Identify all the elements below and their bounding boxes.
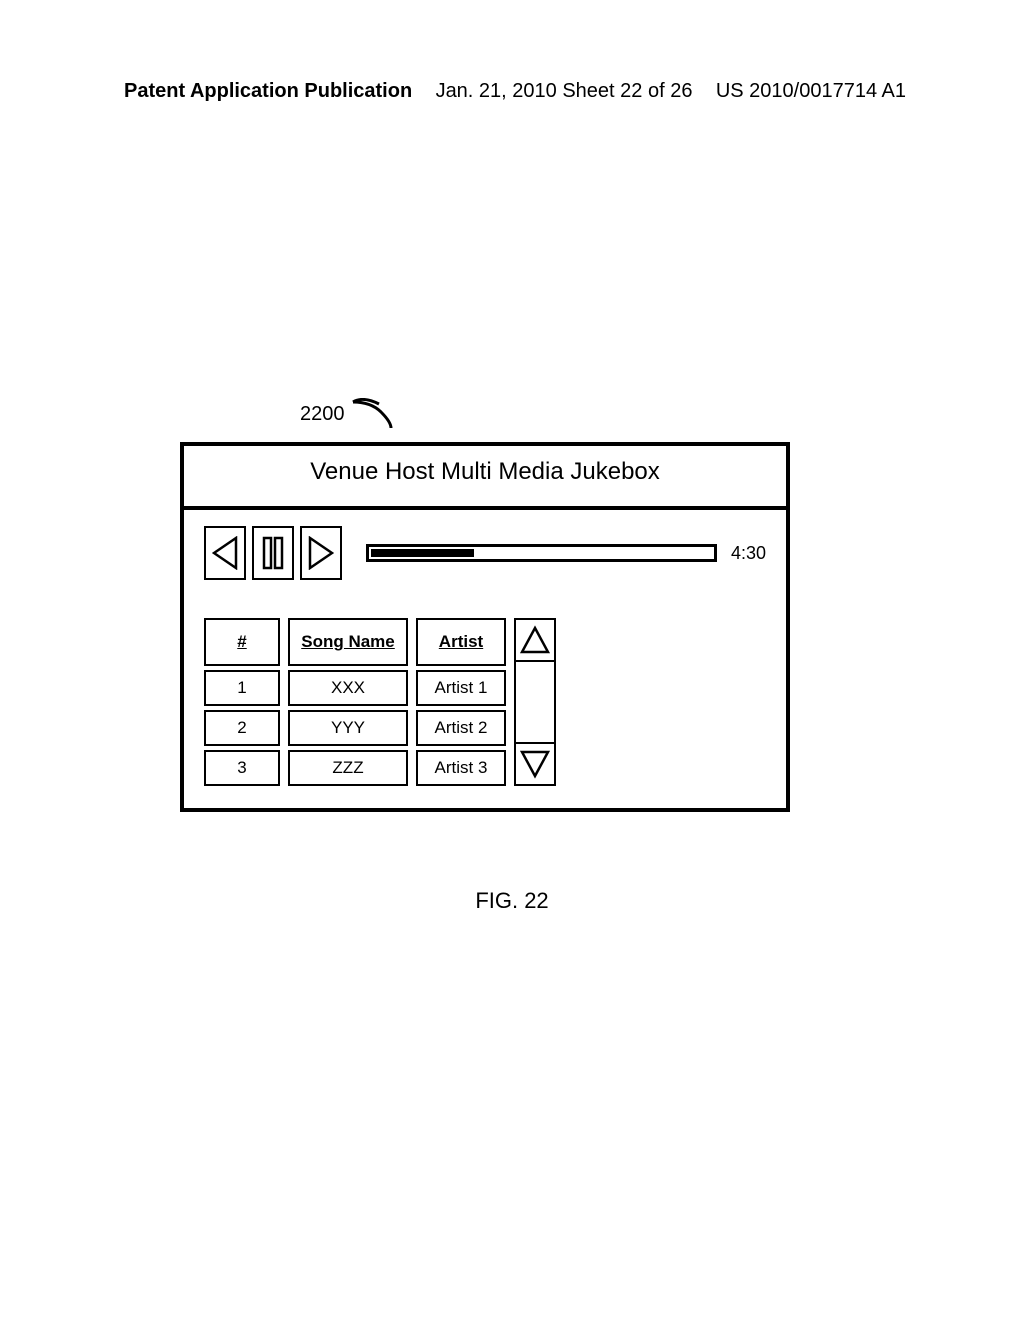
jukebox-device-frame: Venue Host Multi Media Jukebox xyxy=(180,442,790,812)
header-song-name[interactable]: Song Name xyxy=(288,618,408,666)
column-song-name: Song Name XXX YYY ZZZ xyxy=(288,618,408,786)
table-row: 2 xyxy=(204,710,280,746)
table-row: 3 xyxy=(204,750,280,786)
header-right: US 2010/0017714 A1 xyxy=(716,80,906,103)
table-row: Artist 3 xyxy=(416,750,506,786)
table-row: 1 xyxy=(204,670,280,706)
progress-bar[interactable] xyxy=(366,544,717,562)
progress-wrap: 4:30 xyxy=(366,543,766,564)
reference-number-text: 2200 xyxy=(300,403,345,426)
leader-arrow-icon xyxy=(351,398,403,430)
figure-label: FIG. 22 xyxy=(0,888,1024,914)
header-mid: Jan. 21, 2010 Sheet 22 of 26 xyxy=(436,80,693,103)
prev-icon xyxy=(212,536,238,570)
progress-fill xyxy=(371,549,474,557)
column-number: # 1 2 3 xyxy=(204,618,280,786)
reference-number-label: 2200 xyxy=(300,398,403,430)
playback-controls-row: 4:30 xyxy=(184,510,786,590)
table-row: ZZZ xyxy=(288,750,408,786)
playlist-scrollbar xyxy=(514,618,556,786)
scroll-track[interactable] xyxy=(514,662,556,742)
column-artist: Artist Artist 1 Artist 2 Artist 3 xyxy=(416,618,506,786)
header-song-name-text: Song Name xyxy=(301,633,395,651)
play-button[interactable] xyxy=(300,526,342,580)
table-row: Artist 2 xyxy=(416,710,506,746)
pause-button[interactable] xyxy=(252,526,294,580)
prev-button[interactable] xyxy=(204,526,246,580)
table-row: YYY xyxy=(288,710,408,746)
header-artist[interactable]: Artist xyxy=(416,618,506,666)
pause-icon xyxy=(260,536,286,570)
play-icon xyxy=(308,536,334,570)
time-label: 4:30 xyxy=(731,543,766,564)
playlist-zone: # 1 2 3 Song Name XXX YYY ZZZ Artist Art… xyxy=(184,590,786,808)
table-row: Artist 1 xyxy=(416,670,506,706)
chevron-up-icon xyxy=(520,625,550,655)
playlist-table: # 1 2 3 Song Name XXX YYY ZZZ Artist Art… xyxy=(204,618,506,786)
table-row: XXX xyxy=(288,670,408,706)
scroll-down-button[interactable] xyxy=(514,742,556,786)
header-number[interactable]: # xyxy=(204,618,280,666)
scroll-up-button[interactable] xyxy=(514,618,556,662)
device-title: Venue Host Multi Media Jukebox xyxy=(184,446,786,510)
header-left: Patent Application Publication xyxy=(124,80,412,103)
page: Patent Application Publication Jan. 21, … xyxy=(0,0,1024,1320)
chevron-down-icon xyxy=(520,749,550,779)
page-header: Patent Application Publication Jan. 21, … xyxy=(0,80,1024,103)
